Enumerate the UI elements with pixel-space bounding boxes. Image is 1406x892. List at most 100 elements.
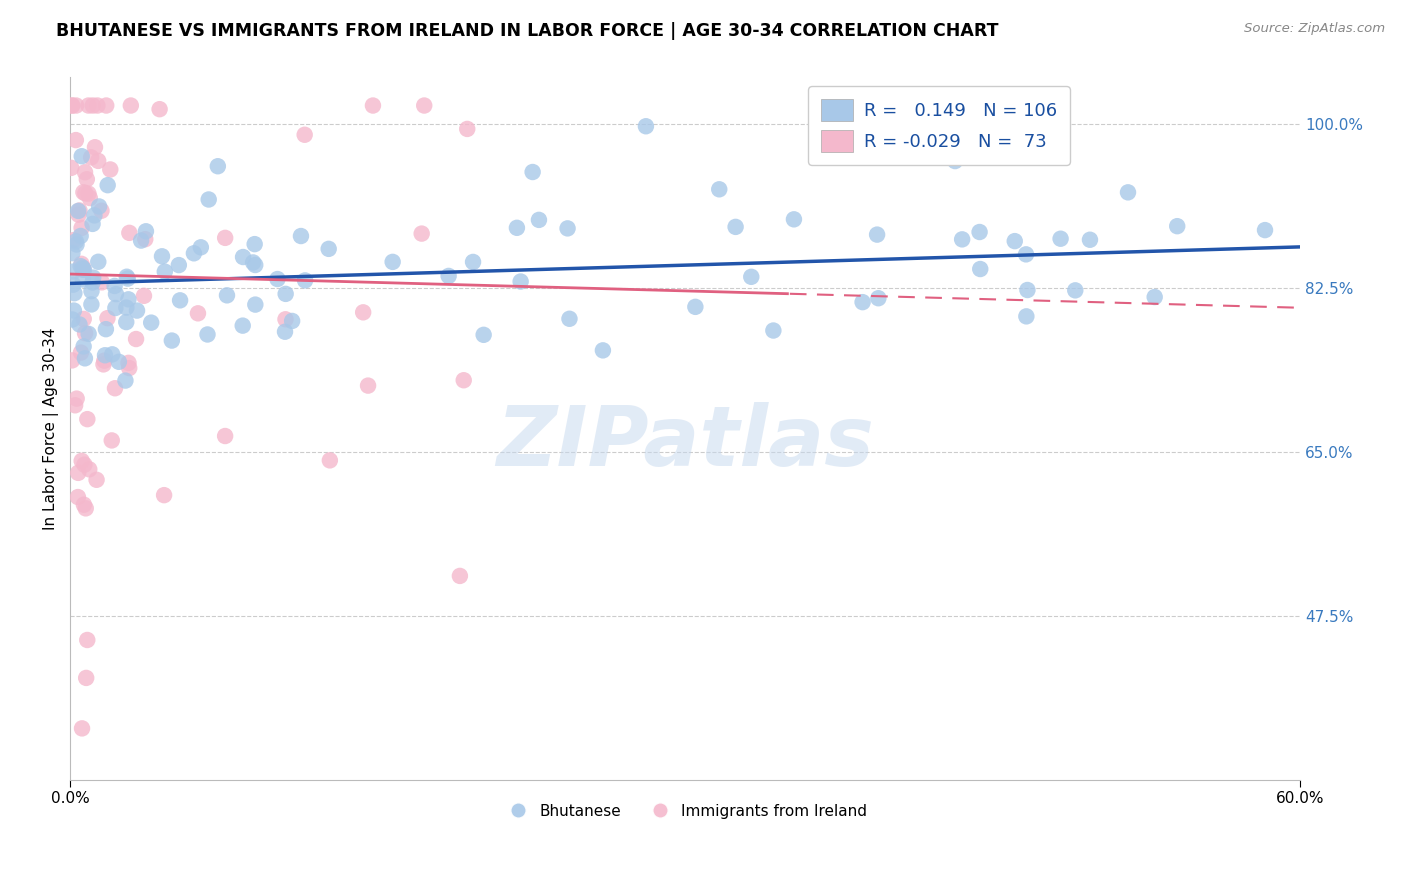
Point	[63, 398, 86, 412]
Point	[214, 429, 236, 443]
Point	[868, 291, 890, 305]
Point	[215, 288, 238, 302]
Point	[449, 569, 471, 583]
Point	[73, 498, 96, 512]
Legend: Bhutanese, Immigrants from Ireland: Bhutanese, Immigrants from Ireland	[496, 797, 873, 824]
Point	[115, 301, 138, 315]
Point	[294, 273, 316, 287]
Point	[70, 221, 93, 235]
Point	[65, 237, 87, 252]
Point	[76, 172, 98, 186]
Point	[969, 262, 991, 277]
Point	[1017, 283, 1039, 297]
Point	[183, 246, 205, 260]
Point	[69, 229, 91, 244]
Point	[294, 128, 316, 142]
Point	[94, 348, 117, 362]
Point	[150, 249, 173, 263]
Point	[245, 258, 267, 272]
Point	[73, 262, 96, 277]
Point	[60, 161, 83, 175]
Point	[69, 259, 91, 273]
Point	[73, 351, 96, 366]
Point	[72, 272, 94, 286]
Point	[87, 153, 110, 168]
Point	[685, 300, 707, 314]
Point	[117, 293, 139, 307]
Point	[72, 186, 94, 200]
Point	[290, 229, 312, 244]
Point	[115, 269, 138, 284]
Y-axis label: In Labor Force | Age 30-34: In Labor Force | Age 30-34	[44, 327, 59, 530]
Point	[243, 237, 266, 252]
Point	[245, 297, 267, 311]
Point	[132, 289, 155, 303]
Point	[83, 208, 105, 222]
Point	[82, 270, 104, 285]
Point	[104, 381, 127, 395]
Point	[70, 345, 93, 359]
Point	[94, 322, 117, 336]
Point	[75, 671, 97, 685]
Point	[456, 122, 478, 136]
Point	[63, 286, 86, 301]
Text: ZIPatlas: ZIPatlas	[496, 402, 875, 483]
Point	[1166, 219, 1188, 234]
Point	[72, 262, 94, 277]
Point	[187, 306, 209, 320]
Point	[82, 98, 104, 112]
Point	[72, 260, 94, 275]
Point	[527, 213, 550, 227]
Point	[75, 186, 97, 201]
Point	[357, 378, 380, 392]
Point	[77, 462, 100, 476]
Point	[381, 255, 404, 269]
Point	[76, 412, 98, 426]
Point	[169, 293, 191, 308]
Point	[129, 234, 152, 248]
Point	[783, 212, 806, 227]
Point	[76, 632, 98, 647]
Point	[72, 339, 94, 353]
Point	[762, 324, 785, 338]
Point	[1015, 247, 1038, 261]
Point	[197, 193, 219, 207]
Point	[266, 272, 288, 286]
Point	[197, 327, 219, 342]
Point	[72, 261, 94, 276]
Point	[866, 227, 889, 242]
Point	[1143, 290, 1166, 304]
Point	[969, 225, 991, 239]
Point	[472, 327, 495, 342]
Point	[1116, 186, 1139, 200]
Point	[242, 255, 264, 269]
Point	[60, 246, 83, 260]
Point	[104, 279, 127, 293]
Point	[592, 343, 614, 358]
Point	[120, 98, 142, 112]
Point	[69, 318, 91, 332]
Point	[69, 203, 91, 218]
Point	[100, 434, 122, 448]
Point	[66, 392, 89, 406]
Point	[66, 490, 89, 504]
Point	[160, 334, 183, 348]
Point	[149, 102, 172, 116]
Point	[67, 203, 90, 218]
Point	[60, 312, 83, 326]
Point	[90, 203, 112, 218]
Point	[65, 98, 87, 112]
Point	[1004, 234, 1026, 248]
Point	[190, 240, 212, 254]
Point	[634, 120, 657, 134]
Point	[70, 454, 93, 468]
Point	[114, 374, 136, 388]
Point	[319, 453, 342, 467]
Point	[125, 303, 148, 318]
Point	[108, 355, 131, 369]
Point	[1064, 284, 1087, 298]
Point	[167, 258, 190, 272]
Point	[80, 297, 103, 311]
Point	[506, 220, 529, 235]
Point	[62, 264, 84, 278]
